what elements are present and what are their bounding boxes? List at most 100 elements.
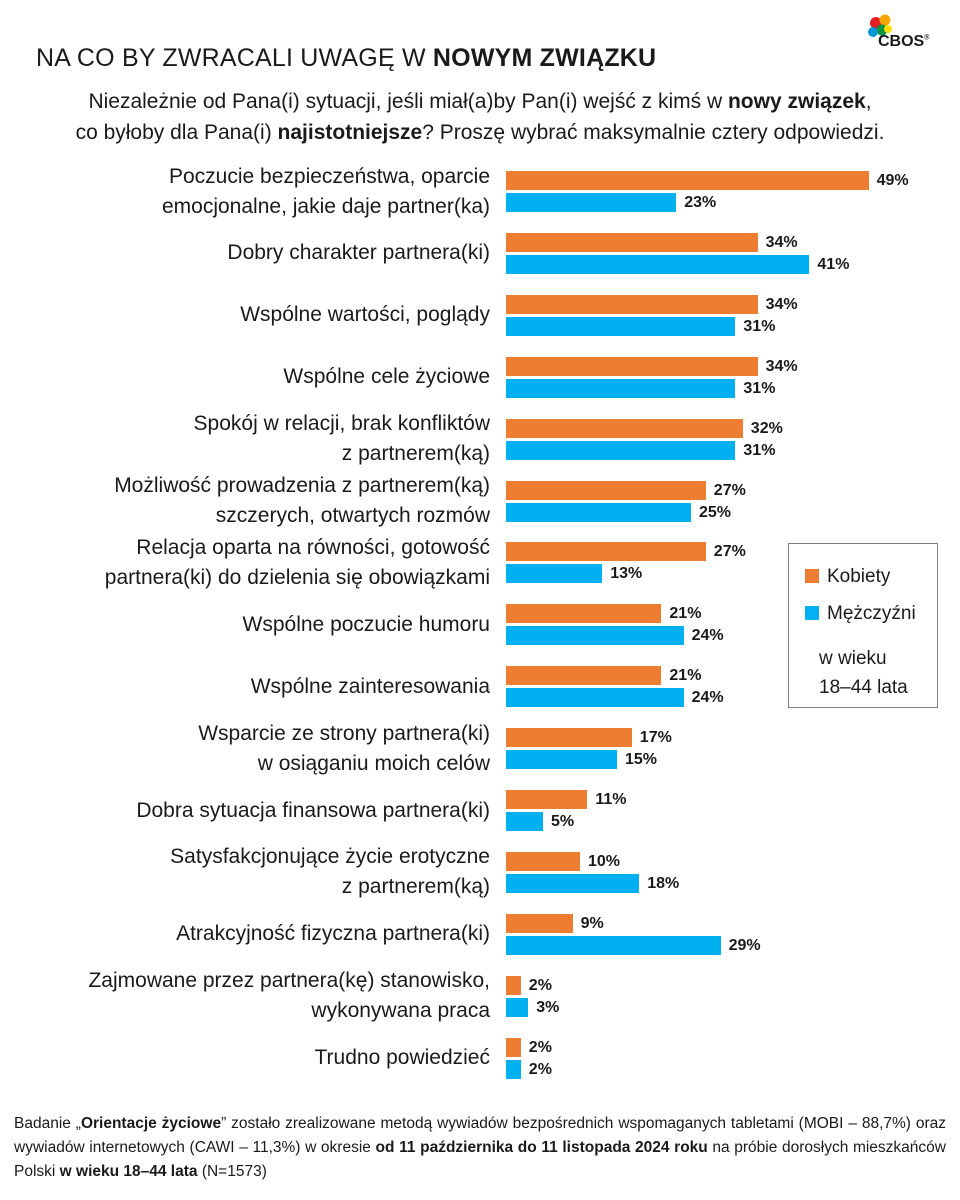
category-label-line: Możliwość prowadzenia z partnerem(ką) (114, 474, 490, 497)
footer-sample: (N=1573) (197, 1163, 267, 1180)
bar-men (506, 193, 677, 212)
value-label-men: 24% (691, 689, 724, 707)
bar-women (506, 542, 706, 562)
question-line-2: co byłoby dla Pana(i) najistotniejsze? P… (0, 117, 960, 148)
category-label: Wspólne wartości, poglądy (240, 300, 490, 330)
value-label-women: 34% (765, 233, 798, 251)
category-label: Poczucie bezpieczeństwa, oparcie emocjona… (162, 162, 490, 222)
footer-period: od 11 października do 11 listopada 2024 … (375, 1139, 708, 1156)
title-bold: NOWYM ZWIĄZKU (432, 44, 657, 72)
legend-swatch-men (805, 606, 819, 620)
value-label-women: 27% (713, 543, 746, 561)
category-label: Dobry charakter partnera(ki) (227, 238, 490, 268)
legend-note-line-1: w wieku (819, 648, 887, 669)
footer-part-1: Badanie „ (14, 1115, 81, 1132)
category-label-line: Wspólne cele życiowe (283, 365, 490, 389)
category-label-line: partnera(ki) do dzielenia się obowiązkam… (104, 565, 490, 589)
category-label: Dobra sytuacja finansowa partnera(ki) (136, 796, 490, 826)
category-label-line: Dobry charakter partnera(ki) (227, 241, 490, 265)
legend-swatch-women (805, 569, 819, 583)
legend-item-men: Mężczyźni (805, 603, 916, 625)
bar-women (506, 790, 588, 809)
bar-women (506, 294, 758, 314)
bar-women (506, 975, 521, 995)
logo-text: CBOS® (878, 33, 929, 51)
value-label-women: 17% (639, 729, 672, 747)
bar-men (506, 316, 736, 336)
category-label-line: z partnerem(ką) (341, 442, 490, 466)
category-label-line: Trudno powiedzieć (314, 1046, 491, 1070)
value-label-men: 31% (743, 379, 776, 397)
value-label-women: 9% (580, 914, 604, 932)
question-bold-2: najistotniejsze (277, 121, 423, 144)
footer-part-3: ” zostało zrealizowane metodą wywiadów b… (14, 1115, 947, 1156)
category-label: Wspólne cele życiowe (283, 362, 490, 392)
value-label-women: 32% (750, 419, 783, 437)
bar-women (506, 728, 632, 748)
value-label-women: 2% (528, 1038, 552, 1056)
value-label-men: 13% (610, 565, 643, 583)
bar-men (506, 812, 543, 831)
category-label-line: wykonywana praca (311, 999, 490, 1023)
value-label-men: 18% (647, 874, 680, 892)
legend-item-women: Kobiety (805, 566, 890, 588)
footer-note: Badanie „Orientacje życiowe” zostało zre… (14, 1112, 946, 1184)
category-label: Relacja oparta na równości, gotowość part… (105, 533, 490, 593)
category-label: Wspólne zainteresowania (251, 672, 490, 702)
value-label-men: 25% (699, 503, 732, 521)
title-normal: NA CO BY ZWRACALI UWAGĘ W (36, 44, 433, 72)
footer-age-range: w wieku 18–44 lata (59, 1163, 198, 1180)
category-label: Wsparcie ze strony partnera(ki) w osiągan… (198, 719, 490, 779)
chart-title: NA CO BY ZWRACALI UWAGĘ W NOWYM ZWIĄZKU (36, 44, 656, 73)
value-label-men: 41% (817, 255, 850, 273)
bar-men (506, 688, 684, 708)
bar-men (506, 1059, 521, 1079)
legend-note-line-2: 18–44 lata (819, 677, 908, 698)
bar-men (506, 378, 736, 398)
category-label-line: Poczucie bezpieczeństwa, oparcie (168, 164, 490, 188)
category-label-line: z partnerem(ką) (341, 875, 490, 899)
bar-women (506, 171, 869, 190)
question-text-2c: ? Proszę wybrać maksymalnie cztery odpow… (422, 121, 885, 144)
chart-legend: Kobiety Mężczyźni w wieku 18–44 lata (788, 543, 938, 708)
logo-registered-mark: ® (924, 34, 930, 42)
question-bold-1: nowy związek (727, 90, 866, 113)
category-label-line: Satysfakcjonujące życie erotyczne (170, 845, 490, 869)
bar-women (506, 851, 580, 871)
category-label-line: w osiąganiu moich celów (257, 751, 490, 775)
value-label-women: 34% (765, 357, 798, 375)
category-label-line: szczerych, otwartych rozmów (215, 504, 490, 527)
value-label-men: 24% (691, 627, 724, 645)
bar-men (506, 626, 684, 646)
bar-women (506, 604, 662, 624)
footer-survey-name: Orientacje życiowe (80, 1115, 222, 1132)
value-label-men: 5% (551, 813, 575, 830)
question-text-2a: co byłoby dla Pana(i) (75, 121, 278, 144)
value-label-women: 21% (669, 605, 702, 623)
legend-label-women: Kobiety (827, 566, 891, 587)
category-label: Wspólne poczucie humoru (243, 610, 490, 640)
legend-label-men: Mężczyźni (827, 603, 916, 624)
value-label-women: 21% (669, 667, 702, 685)
bar-women (506, 232, 758, 252)
value-label-men: 15% (625, 751, 658, 769)
value-label-men: 3% (536, 998, 560, 1016)
category-label-line: Wspólne zainteresowania (250, 674, 490, 698)
value-label-women: 2% (528, 976, 552, 994)
question-text-1c: , (865, 90, 872, 113)
category-label: Atrakcyjność fizyczna partnera(ki) (176, 919, 490, 949)
value-label-women: 10% (588, 852, 621, 870)
category-label: Zajmowane przez partnera(kę) stanowisko,… (88, 966, 490, 1026)
value-label-men: 23% (684, 194, 717, 211)
category-label-line: Zajmowane przez partnera(kę) stanowisko, (88, 969, 490, 993)
value-label-women: 34% (765, 295, 798, 313)
category-label-line: Atrakcyjność fizyczna partnera(ki) (176, 922, 490, 946)
question-line-1: Niezależnie od Pana(i) sytuacji, jeśli m… (0, 86, 960, 117)
value-label-women: 11% (595, 791, 627, 808)
category-label-line: Wspólne poczucie humoru (242, 612, 490, 636)
value-label-men: 31% (743, 317, 776, 335)
category-label-line: Dobra sytuacja finansowa partnera(ki) (136, 798, 490, 822)
category-label-line: Relacja oparta na równości, gotowość (136, 535, 490, 559)
legend-age-note: w wieku 18–44 lata (819, 644, 908, 702)
value-label-women: 27% (713, 481, 746, 499)
